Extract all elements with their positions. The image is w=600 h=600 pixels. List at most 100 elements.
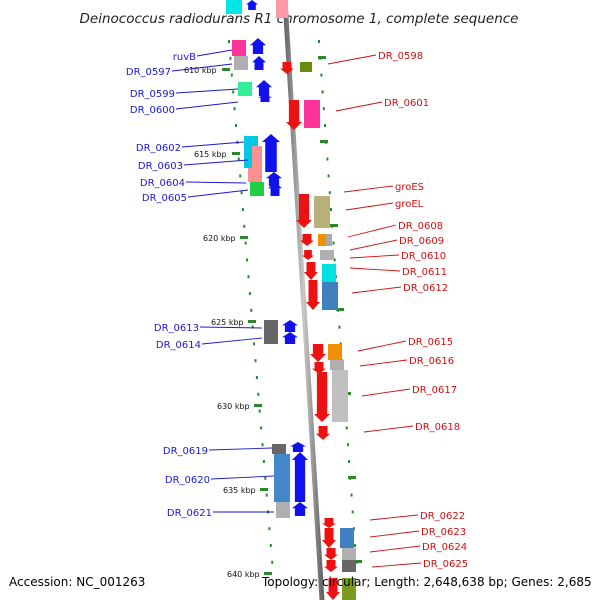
label-leader-line xyxy=(196,49,233,57)
tick-mark xyxy=(345,426,348,430)
gene-label-DR_0620[interactable]: DR_0620 xyxy=(165,475,210,486)
gene-label-DR_0614[interactable]: DR_0614 xyxy=(156,340,201,351)
gene-label-groES[interactable]: groES xyxy=(395,182,424,193)
tick-mark xyxy=(351,510,354,514)
tick-mark xyxy=(354,544,357,547)
tick-mark xyxy=(257,392,260,396)
label-leader-line xyxy=(369,530,420,538)
plus-strand-gene-arrow xyxy=(246,0,258,10)
gene-label-DR_0610[interactable]: DR_0610 xyxy=(401,251,446,262)
kbp-major-tick xyxy=(320,140,328,143)
gene-label-groEL[interactable]: groEL xyxy=(395,199,424,210)
label-leader-line xyxy=(210,475,275,480)
gene-label-DR_0618[interactable]: DR_0618 xyxy=(415,422,460,433)
gene-label-DR_0622[interactable]: DR_0622 xyxy=(420,511,465,522)
tick-mark xyxy=(261,443,264,447)
label-leader-lines xyxy=(171,49,422,568)
minus-strand-gene-arrow xyxy=(322,528,336,548)
feature-box xyxy=(328,344,342,360)
plus-strand-gene-arrow xyxy=(256,80,272,96)
plus-strand-gene-arrow xyxy=(292,502,308,516)
minus-strand-gene-arrow xyxy=(324,560,338,572)
feature-box xyxy=(264,320,278,344)
tick-mark xyxy=(320,73,323,77)
minus-strand-gene-arrow xyxy=(316,426,330,440)
label-leader-line xyxy=(343,185,394,193)
accession-text: Accession: NC_001263 xyxy=(9,575,145,589)
gene-label-DR_0601[interactable]: DR_0601 xyxy=(384,98,429,109)
tick-mark xyxy=(339,342,342,346)
feature-box xyxy=(304,100,320,128)
gene-label-DR_0613[interactable]: DR_0613 xyxy=(154,323,199,334)
tick-mark xyxy=(253,342,256,346)
gene-label-DR_0600[interactable]: DR_0600 xyxy=(130,105,175,116)
gene-label-DR_0612[interactable]: DR_0612 xyxy=(403,283,448,294)
gene-label-DR_0617[interactable]: DR_0617 xyxy=(412,385,457,396)
minus-strand-gene-arrow xyxy=(302,250,314,260)
minus-strand-gene-arrow xyxy=(300,234,314,246)
plus-strand-gene-arrow xyxy=(250,38,266,54)
label-leader-line xyxy=(361,388,411,397)
gene-label-DR_0615[interactable]: DR_0615 xyxy=(408,337,453,348)
tick-mark xyxy=(271,560,274,564)
kbp-tick-label: 620 kbp xyxy=(203,234,236,243)
label-leader-line xyxy=(357,340,407,352)
kbp-tick-label: 615 kbp xyxy=(194,150,227,159)
kbp-major-tick xyxy=(348,476,356,479)
feature-box xyxy=(314,196,330,228)
label-leader-line xyxy=(369,545,421,553)
gene-label-DR_0608[interactable]: DR_0608 xyxy=(398,221,443,232)
gene-label-DR_0623[interactable]: DR_0623 xyxy=(421,527,466,538)
label-leader-line xyxy=(201,337,263,345)
tick-mark xyxy=(250,308,253,312)
gene-label-DR_0616[interactable]: DR_0616 xyxy=(409,356,454,367)
gene-label-DR_0619[interactable]: DR_0619 xyxy=(163,446,208,457)
minus-strand-gene-arrow xyxy=(322,518,336,528)
minus-strand-gene-arrow xyxy=(304,262,318,280)
label-leader-line xyxy=(187,189,249,198)
gene-label-DR_0597[interactable]: DR_0597 xyxy=(126,67,171,78)
gene-label-DR_0611[interactable]: DR_0611 xyxy=(402,267,447,278)
minus-strand-gene-arrow xyxy=(314,372,330,422)
plus-strand-gene-arrow xyxy=(268,182,282,196)
tick-mark xyxy=(248,292,251,295)
tick-mark xyxy=(228,40,230,43)
gene-label-DR_0624[interactable]: DR_0624 xyxy=(422,542,467,553)
tick-mark xyxy=(333,258,336,262)
gene-label-DR_0598[interactable]: DR_0598 xyxy=(378,51,423,62)
label-leader-line xyxy=(347,224,397,238)
plus-strand-gene-arrow xyxy=(292,452,308,502)
tick-mark xyxy=(235,124,237,127)
tick-mark xyxy=(233,107,236,111)
feature-box xyxy=(248,168,262,182)
label-leader-line xyxy=(359,359,408,367)
feature-box xyxy=(276,502,290,518)
feature-box xyxy=(272,444,286,454)
tick-mark xyxy=(240,191,243,195)
kbp-tick-label: 610 kbp xyxy=(184,66,217,75)
gene-label-DR_0602[interactable]: DR_0602 xyxy=(136,143,181,154)
minus-strand-gene-arrow xyxy=(306,280,320,310)
feature-box xyxy=(322,282,338,310)
gene-label-DR_0609[interactable]: DR_0609 xyxy=(399,236,444,247)
gene-label-DR_0605[interactable]: DR_0605 xyxy=(142,193,187,204)
tick-mark xyxy=(230,73,233,77)
kbp-tick-label: 635 kbp xyxy=(223,486,256,495)
gene-label-DR_0603[interactable]: DR_0603 xyxy=(138,161,183,172)
kbp-major-tick xyxy=(318,56,326,59)
gene-label-ruvB[interactable]: ruvB xyxy=(173,52,196,63)
tick-mark xyxy=(330,208,332,211)
feature-box xyxy=(238,82,252,96)
gene-features xyxy=(226,0,356,600)
topology-text: Topology: circular; Length: 2,648,638 bp… xyxy=(261,575,592,589)
label-leader-line xyxy=(185,181,247,184)
gene-label-DR_0599[interactable]: DR_0599 xyxy=(130,89,175,100)
gene-label-DR_0604[interactable]: DR_0604 xyxy=(140,178,185,189)
tick-mark xyxy=(232,90,235,94)
plus-strand-gene-arrow xyxy=(266,172,282,186)
tick-mark xyxy=(264,476,267,480)
label-leader-line xyxy=(345,202,394,211)
gene-label-DR_0621[interactable]: DR_0621 xyxy=(167,508,212,519)
kbp-major-tick xyxy=(240,236,248,239)
gene-label-DR_0625[interactable]: DR_0625 xyxy=(423,559,468,570)
